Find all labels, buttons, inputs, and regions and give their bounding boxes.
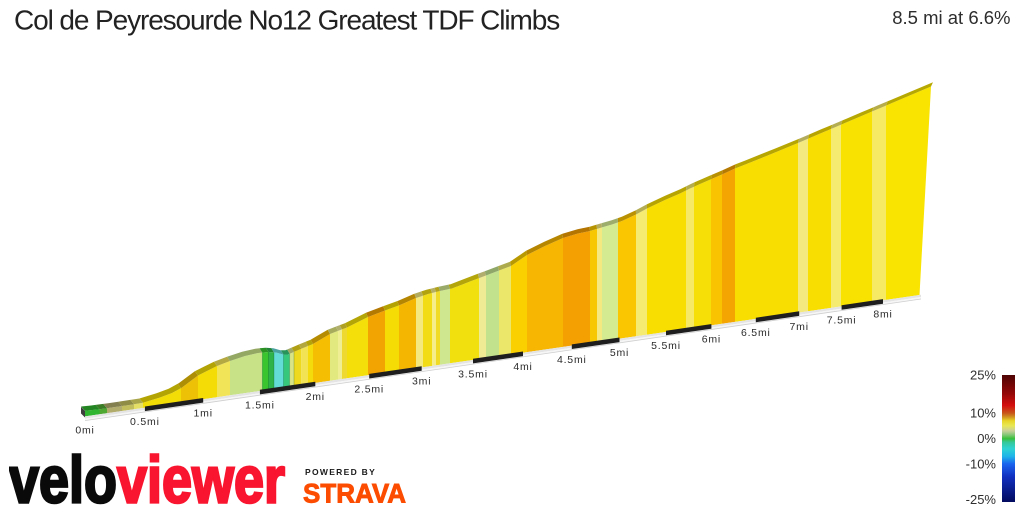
svg-text:7.5mi: 7.5mi <box>827 315 857 327</box>
svg-text:2.5mi: 2.5mi <box>354 383 384 395</box>
svg-text:POWERED BY: POWERED BY <box>305 467 376 477</box>
svg-text:4.5mi: 4.5mi <box>557 354 587 366</box>
svg-text:0mi: 0mi <box>75 425 94 437</box>
svg-text:8.5 mi at 6.6%: 8.5 mi at 6.6% <box>892 7 1010 28</box>
svg-text:6mi: 6mi <box>702 334 721 346</box>
svg-text:25%: 25% <box>970 368 996 383</box>
svg-text:STRAVA: STRAVA <box>303 479 406 509</box>
svg-text:6.5mi: 6.5mi <box>741 327 771 339</box>
svg-text:1mi: 1mi <box>194 408 213 420</box>
svg-text:5mi: 5mi <box>610 347 629 359</box>
svg-text:Col de Peyresourde No12 Greate: Col de Peyresourde No12 Greatest TDF Cli… <box>14 4 559 35</box>
svg-text:5.5mi: 5.5mi <box>651 340 681 352</box>
svg-text:0.5mi: 0.5mi <box>130 416 160 428</box>
svg-text:0%: 0% <box>977 431 996 446</box>
svg-text:1.5mi: 1.5mi <box>245 399 275 411</box>
svg-text:3mi: 3mi <box>412 376 431 388</box>
svg-text:4mi: 4mi <box>513 361 532 373</box>
svg-text:8mi: 8mi <box>873 309 892 321</box>
svg-text:veloviewer: veloviewer <box>9 443 285 512</box>
svg-text:7mi: 7mi <box>790 321 809 333</box>
svg-text:-25%: -25% <box>966 492 997 507</box>
svg-text:2mi: 2mi <box>306 391 325 403</box>
svg-text:3.5mi: 3.5mi <box>458 368 488 380</box>
svg-text:10%: 10% <box>970 406 996 421</box>
svg-text:-10%: -10% <box>966 456 997 471</box>
